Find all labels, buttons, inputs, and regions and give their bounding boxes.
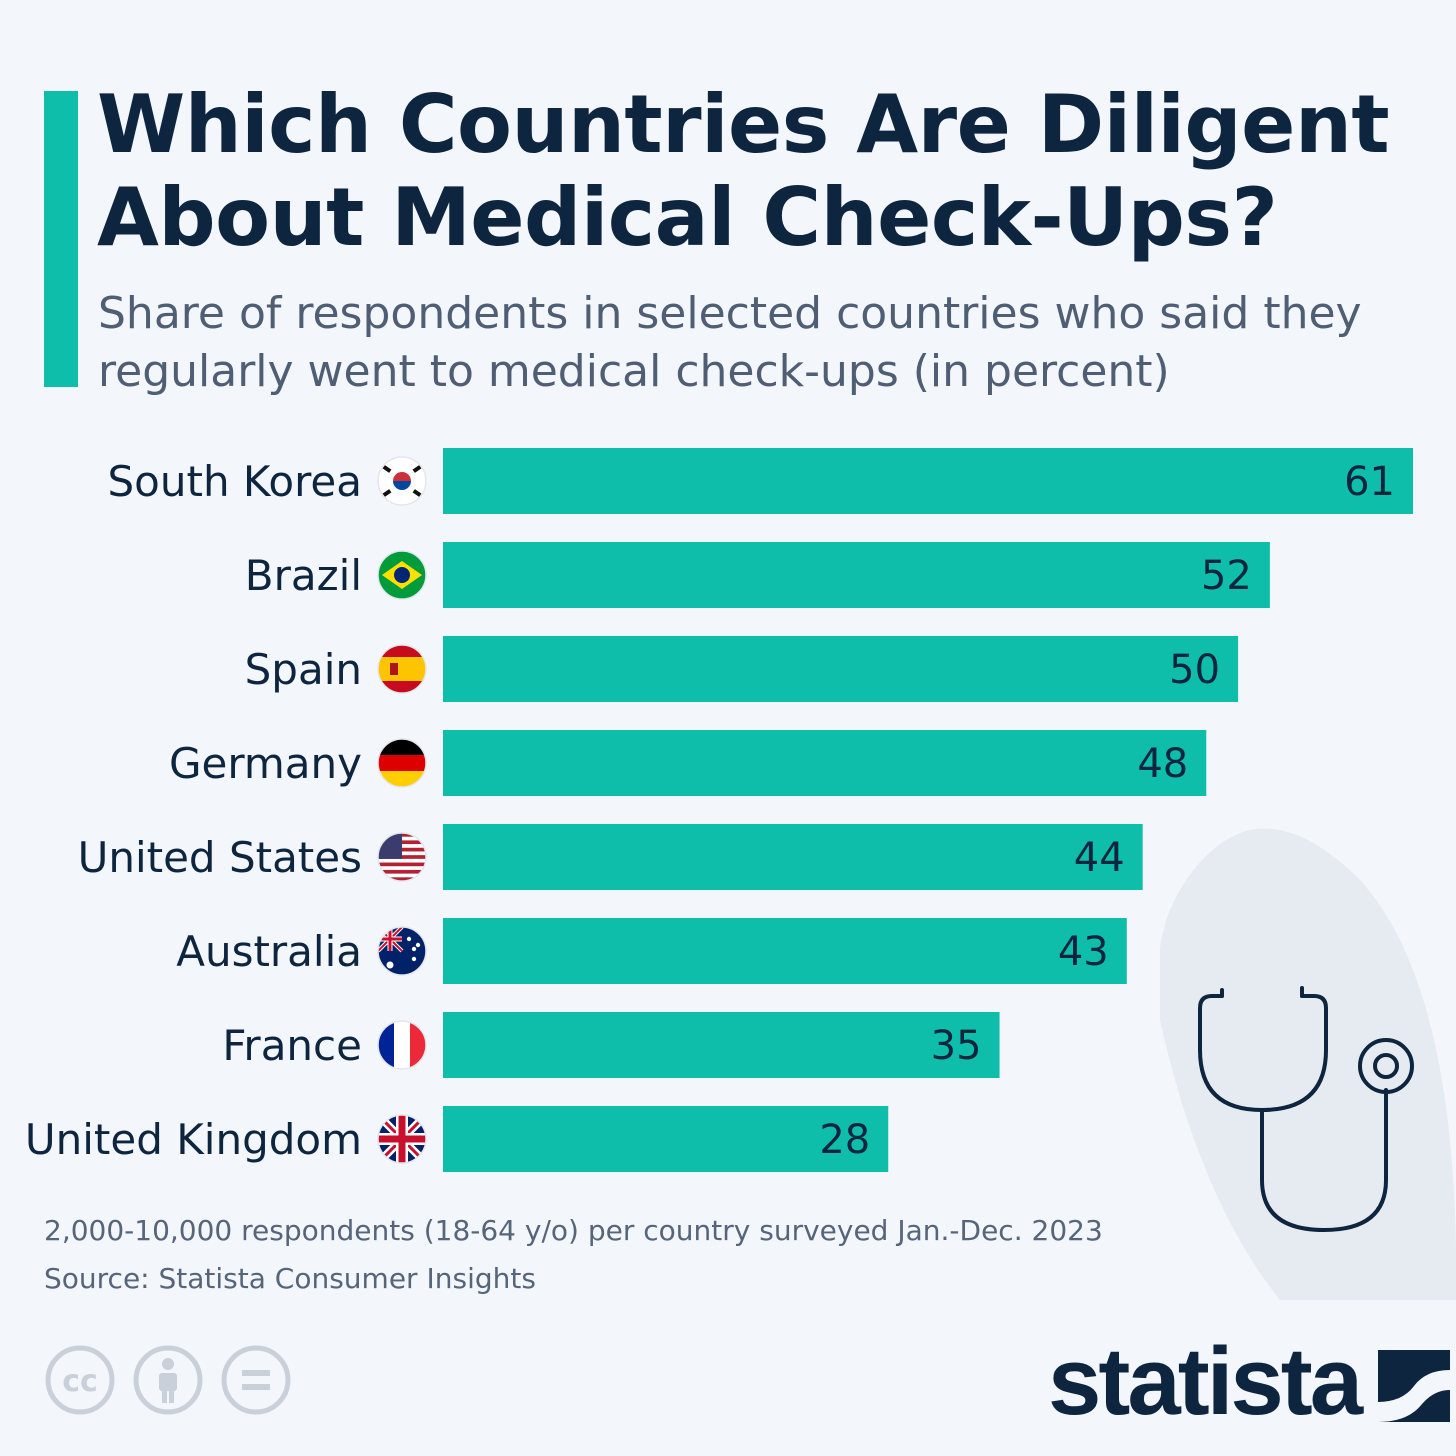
footnote: 2,000-10,000 respondents (18-64 y/o) per… — [44, 1214, 1103, 1247]
bar — [443, 918, 1127, 984]
australia-flag-icon-outline — [377, 926, 427, 976]
attribution-icon[interactable] — [133, 1345, 203, 1415]
value-label: 35 — [931, 1023, 982, 1069]
australia-flag-icon — [378, 927, 426, 975]
category-label: United States — [78, 833, 362, 882]
value-label: 43 — [1058, 929, 1109, 975]
united-states-flag-icon-outline — [377, 832, 427, 882]
license-icons[interactable]: cc — [44, 1344, 294, 1416]
value-label: 61 — [1344, 459, 1395, 505]
category-label: Brazil — [245, 551, 362, 600]
bar — [443, 448, 1413, 514]
category-label: France — [222, 1021, 362, 1070]
bar-chart: South Korea 61 Brazil 52 Spain 50 Germany 48 Uni… — [25, 448, 1413, 1172]
category-label: Germany — [169, 739, 362, 788]
bar — [443, 824, 1143, 890]
no-derivatives-icon[interactable] — [221, 1345, 291, 1415]
category-label: Australia — [176, 927, 362, 976]
south-korea-flag-icon — [378, 457, 426, 505]
united-states-flag-icon — [378, 833, 426, 881]
bar — [443, 1106, 889, 1172]
bar — [443, 1012, 1000, 1078]
brazil-flag-icon — [378, 551, 426, 599]
category-label: Spain — [245, 645, 362, 694]
spain-flag-icon — [378, 645, 426, 693]
france-flag-icon-outline — [377, 1020, 427, 1070]
statista-logo-icon — [1378, 1350, 1451, 1422]
bar — [443, 730, 1207, 796]
united-kingdom-flag-icon — [378, 1115, 426, 1163]
spain-flag-icon-outline — [377, 644, 427, 694]
value-label: 48 — [1137, 741, 1188, 787]
bar — [443, 542, 1270, 608]
bar — [443, 636, 1239, 702]
cc-icon[interactable]: cc — [45, 1345, 115, 1415]
title-accent-bar — [44, 91, 78, 387]
chart-subtitle: Share of respondents in selected countri… — [98, 288, 1362, 397]
value-label: 28 — [819, 1117, 870, 1163]
value-label: 52 — [1201, 553, 1252, 599]
category-label: South Korea — [108, 457, 362, 506]
brazil-flag-icon-outline — [377, 550, 427, 600]
value-label: 50 — [1169, 647, 1220, 693]
statista-logo[interactable]: statista — [1048, 1328, 1451, 1435]
united-kingdom-flag-icon-outline — [377, 1114, 427, 1164]
source-note: Source: Statista Consumer Insights — [44, 1262, 536, 1295]
statista-logo-text: statista — [1048, 1328, 1363, 1435]
chart-title: Which Countries Are Diligent About Medic… — [97, 78, 1390, 264]
category-label: United Kingdom — [25, 1115, 362, 1164]
stethoscope-icon — [1160, 828, 1456, 1300]
value-label: 44 — [1074, 835, 1125, 881]
svg-text:cc: cc — [62, 1364, 98, 1399]
south-korea-flag-icon-outline — [377, 456, 427, 506]
germany-flag-icon-outline — [377, 738, 427, 788]
